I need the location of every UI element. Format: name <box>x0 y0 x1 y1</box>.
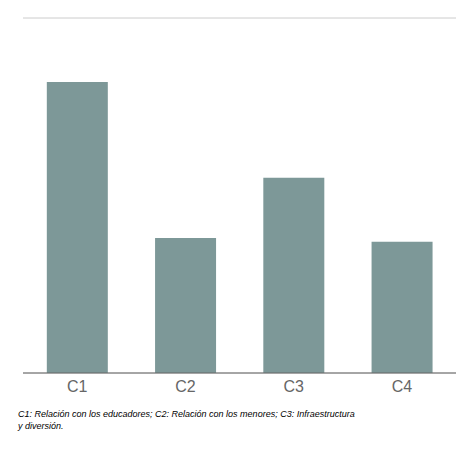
svg-text:C2: C2 <box>175 378 196 395</box>
html-text:C1: Relación con los educadore: C1: Relación con los educadores; C2: Rel… <box>18 409 355 419</box>
svg-text:C3: C3 <box>283 378 304 395</box>
svg-text:C1: C1 <box>67 378 88 395</box>
svg-text:C4: C4 <box>392 378 413 395</box>
html-text:y diversión.: y diversión. <box>18 421 64 431</box>
